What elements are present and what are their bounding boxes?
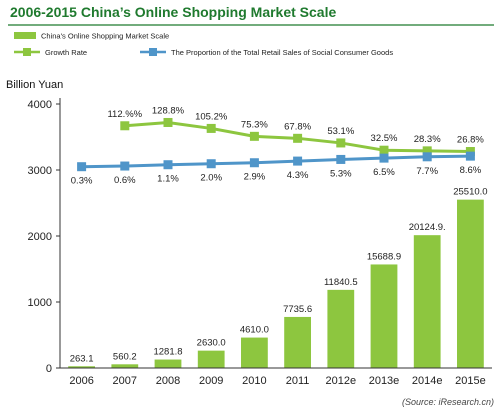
x-tick-label: 2008 bbox=[156, 375, 180, 387]
bar bbox=[197, 350, 225, 368]
proportion-point bbox=[465, 151, 475, 161]
growth-rate-label: 32.5% bbox=[371, 133, 398, 144]
y-tick-label: 2000 bbox=[28, 231, 52, 243]
growth-rate-label: 28.3% bbox=[414, 134, 441, 145]
proportion-label: 2.0% bbox=[200, 173, 222, 184]
y-tick-label: 4000 bbox=[28, 99, 52, 111]
x-tick-label: 2012e bbox=[326, 375, 357, 387]
bar bbox=[327, 289, 355, 368]
x-tick-label: 2006 bbox=[69, 375, 93, 387]
proportion-label: 2.9% bbox=[244, 172, 266, 183]
bar bbox=[111, 364, 139, 368]
y-axis-label: Billion Yuan bbox=[6, 79, 63, 91]
proportion-point bbox=[249, 158, 259, 168]
proportion-label: 4.3% bbox=[287, 170, 309, 181]
growth-rate-point bbox=[293, 133, 303, 143]
bar-data-label: 25510.0 bbox=[453, 187, 487, 198]
y-axis: 0 1000 2000 3000 4000 bbox=[28, 98, 61, 375]
bar-data-label: 7735.6 bbox=[283, 304, 312, 315]
proportion-label: 0.6% bbox=[114, 175, 136, 186]
proportion-point bbox=[422, 152, 432, 162]
growth-rate-label: 53.1% bbox=[327, 126, 354, 137]
bar-data-label: 263.1 bbox=[70, 353, 94, 364]
x-tick-label: 2007 bbox=[113, 375, 137, 387]
x-tick-label: 2009 bbox=[199, 375, 223, 387]
proportion-label: 8.6% bbox=[460, 165, 482, 176]
legend-label-growth-rate: Growth Rate bbox=[45, 48, 87, 57]
x-axis: 2006 2007 2008 2009 2010 2011 2012e 2013e 2014e 2… bbox=[60, 367, 492, 387]
proportion-point bbox=[206, 159, 216, 169]
proportion-point bbox=[293, 156, 303, 166]
growth-rate-label: 75.3% bbox=[241, 119, 268, 130]
bar-data-label: 15688.9 bbox=[367, 251, 401, 262]
proportion-label: 6.5% bbox=[373, 167, 395, 178]
bar-series bbox=[68, 199, 484, 368]
x-tick-label: 2013e bbox=[369, 375, 400, 387]
bar bbox=[370, 264, 398, 368]
y-tick-label: 3000 bbox=[28, 165, 52, 177]
bar bbox=[284, 316, 311, 368]
growth-rate-point bbox=[422, 146, 432, 156]
legend-proportion-marker bbox=[149, 48, 157, 56]
legend-bar-swatch bbox=[14, 32, 36, 39]
proportion-point bbox=[77, 162, 87, 172]
bar-data-label: 11840.5 bbox=[324, 277, 358, 288]
proportion-label: 5.3% bbox=[330, 168, 352, 179]
growth-rate-point bbox=[206, 123, 216, 133]
proportion-line bbox=[81, 154, 471, 169]
legend-label-market-scale: China's Online Shopping Market Scale bbox=[41, 32, 169, 41]
bar-data-label: 20124.9. bbox=[409, 222, 446, 233]
legend: China's Online Shopping Market Scale Gro… bbox=[14, 32, 393, 57]
y-tick-label: 0 bbox=[46, 363, 52, 375]
legend-growth-marker bbox=[23, 48, 31, 56]
bar bbox=[154, 359, 182, 368]
y-tick-label: 1000 bbox=[28, 297, 52, 309]
x-tick-label: 2010 bbox=[242, 375, 266, 387]
growth-rate-point bbox=[120, 121, 130, 131]
proportion-label: 1.1% bbox=[157, 174, 179, 185]
proportion-label: 7.7% bbox=[416, 166, 438, 177]
chart-title: 2006-2015 China’s Online Shopping Market… bbox=[10, 4, 336, 20]
bar-data-label: 2630.0 bbox=[197, 338, 226, 349]
source-note: (Source: iResearch.cn) bbox=[402, 397, 494, 407]
growth-rate-label: 128.8% bbox=[152, 105, 185, 116]
x-tick-label: 2011 bbox=[286, 375, 310, 387]
bar-data-label: 4610.0 bbox=[240, 325, 269, 336]
proportion-point bbox=[120, 161, 130, 171]
growth-rate-label: 67.8% bbox=[284, 121, 311, 132]
proportion-point bbox=[379, 153, 389, 163]
growth-rate-point bbox=[249, 131, 259, 141]
growth-rate-point bbox=[163, 117, 173, 127]
growth-rate-label: 26.8% bbox=[457, 135, 484, 146]
bar bbox=[241, 337, 268, 368]
bar-data-label: 560.2 bbox=[113, 351, 137, 362]
proportion-point bbox=[336, 154, 346, 164]
bar-data-label: 1281.8 bbox=[153, 347, 182, 358]
bar-data-labels: 263.1 560.2 1281.8 2630.0 4610.0 7735.6 11840.… bbox=[70, 187, 488, 365]
proportion-label: 0.3% bbox=[71, 176, 93, 187]
growth-rate-point bbox=[379, 145, 389, 155]
line-series: 112.%% 128.8% 105.2% 75.3% 67.8% 53.1% 32.5% 28… bbox=[71, 105, 485, 186]
bar bbox=[68, 366, 95, 368]
growth-rate-point bbox=[336, 138, 346, 148]
growth-rate-point bbox=[465, 147, 475, 157]
x-tick-label: 2015e bbox=[455, 375, 486, 387]
x-tick-label: 2014e bbox=[412, 375, 443, 387]
bar bbox=[457, 199, 484, 368]
proportion-point bbox=[163, 160, 173, 170]
legend-label-proportion: The Proportion of the Total Retail Sales… bbox=[171, 48, 393, 57]
bar bbox=[413, 235, 441, 368]
growth-rate-label: 105.2% bbox=[195, 111, 228, 122]
growth-rate-label: 112.%% bbox=[107, 109, 142, 120]
